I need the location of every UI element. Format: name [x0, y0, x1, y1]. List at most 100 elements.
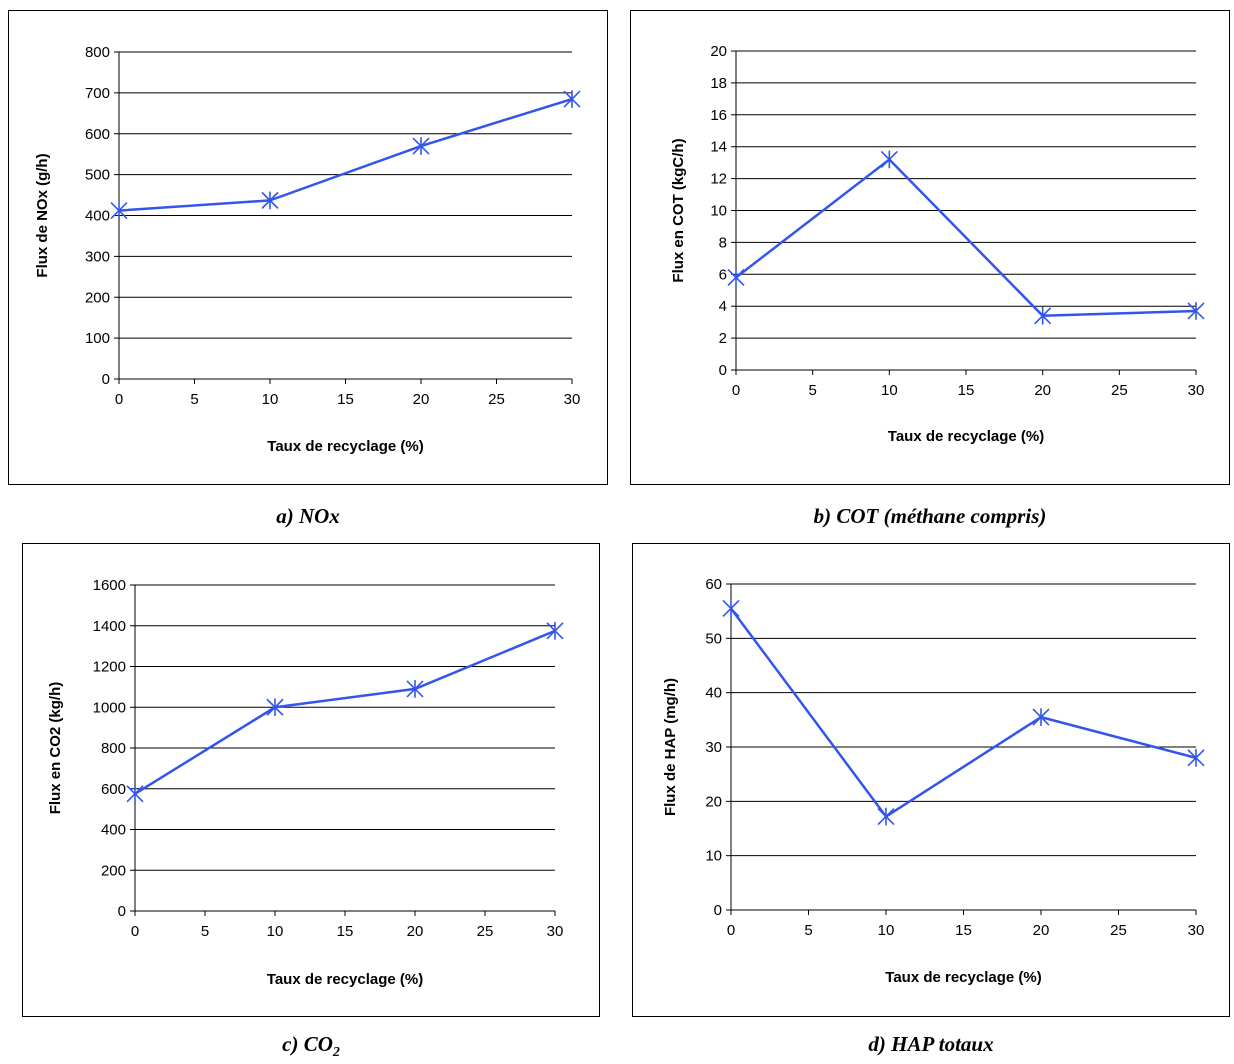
x-tick-label: 5 [201, 923, 209, 940]
data-point [546, 622, 564, 640]
y-tick-label: 100 [85, 330, 110, 347]
y-tick-label: 14 [710, 139, 727, 156]
y-axis-title: Flux de HAP (mg/h) [662, 678, 679, 816]
x-tick-label: 0 [732, 382, 740, 399]
x-tick-label: 20 [407, 923, 424, 940]
y-axis-title: Flux de NOx (g/h) [34, 153, 51, 277]
y-tick-label: 10 [705, 848, 722, 865]
data-point [880, 150, 898, 169]
x-tick-label: 10 [878, 922, 895, 939]
x-tick-label: 20 [413, 391, 430, 408]
y-tick-label: 0 [719, 362, 727, 379]
y-tick-label: 0 [714, 902, 722, 919]
y-tick-label: 200 [101, 862, 126, 879]
caption-cot: b) COT (méthane compris) [813, 504, 1047, 528]
y-tick-label: 0 [102, 371, 110, 388]
y-tick-label: 800 [101, 740, 126, 757]
data-point [1034, 306, 1052, 325]
x-tick-label: 30 [564, 391, 581, 408]
y-tick-label: 400 [85, 208, 110, 225]
y-tick-label: 18 [710, 75, 727, 92]
chart-panel-co2: 0 200 400 600 800 1000 1200 1400 1600 0 5 10 15 20 25 3… [22, 543, 600, 1017]
x-tick-label: 5 [804, 922, 812, 939]
y-tick-label: 4 [719, 298, 727, 315]
y-tick-label: 20 [705, 793, 722, 810]
y-tick-label: 400 [101, 822, 126, 839]
x-tick-label: 15 [955, 922, 972, 939]
series-line [729, 607, 1197, 818]
caption-nox: a) NOx [276, 504, 340, 528]
chart-panel-cot: 0 2 4 6 8 10 12 14 16 18 20 0 5 10 15 20 25 30 Taux de rec… [630, 10, 1230, 485]
y-tick-label: 16 [710, 107, 727, 124]
x-tick-label: 20 [1034, 382, 1051, 399]
y-tick-label: 600 [101, 781, 126, 798]
x-tick-label: 5 [808, 382, 816, 399]
x-axis-title: Taux de recyclage (%) [267, 971, 423, 988]
y-tick-label: 1600 [93, 577, 126, 594]
x-tick-label: 15 [958, 382, 975, 399]
caption-co2-main: c) CO [282, 1032, 333, 1056]
x-tick-label: 25 [488, 391, 505, 408]
y-tick-label: 600 [85, 126, 110, 143]
x-tick-label: 10 [267, 923, 284, 940]
data-point [727, 268, 745, 287]
data-point [1187, 302, 1205, 320]
x-tick-label: 0 [727, 922, 735, 939]
y-tick-label: 300 [85, 248, 110, 265]
series-line [118, 97, 573, 212]
caption-hap: d) HAP totaux [868, 1032, 994, 1056]
x-axis-title: Taux de recyclage (%) [885, 969, 1041, 986]
caption-co2-subscript: 2 [332, 1045, 340, 1061]
y-tick-label: 0 [118, 903, 126, 920]
y-tick-label: 200 [85, 289, 110, 306]
y-tick-label: 8 [719, 234, 727, 251]
data-point [412, 137, 430, 155]
chart-panel-nox: 0 100 200 300 400 500 600 700 800 0 5 10 15 20 25 30 Tau… [8, 10, 608, 485]
y-tick-label: 2 [719, 330, 727, 347]
y-tick-label: 60 [705, 576, 722, 593]
y-tick-label: 1400 [93, 618, 126, 635]
x-tick-label: 10 [881, 382, 898, 399]
y-tick-label: 700 [85, 85, 110, 102]
x-tick-label: 25 [477, 923, 494, 940]
series-line [134, 629, 556, 795]
data-point [110, 201, 128, 220]
x-tick-label: 0 [131, 923, 139, 940]
x-tick-label: 25 [1110, 922, 1127, 939]
x-axis-title: Taux de recyclage (%) [267, 438, 423, 455]
caption-co2: c) CO2 [22, 1032, 600, 1061]
data-point [563, 90, 581, 108]
y-tick-label: 800 [85, 44, 110, 61]
data-point [722, 599, 740, 618]
y-axis-title: Flux en COT (kgC/h) [670, 138, 687, 282]
x-tick-label: 30 [1188, 922, 1205, 939]
x-tick-label: 30 [547, 923, 564, 940]
x-tick-label: 30 [1188, 382, 1205, 399]
y-axis-title: Flux en CO2 (kg/h) [47, 682, 64, 815]
series-line [735, 158, 1197, 318]
x-tick-label: 15 [337, 391, 354, 408]
x-tick-label: 15 [337, 923, 354, 940]
data-point [126, 785, 144, 803]
y-tick-label: 1000 [93, 699, 126, 716]
data-point [1187, 749, 1205, 767]
y-tick-label: 500 [85, 167, 110, 184]
data-point [877, 807, 895, 826]
data-point [1032, 708, 1050, 726]
y-tick-label: 1200 [93, 659, 126, 676]
y-tick-label: 30 [705, 739, 722, 756]
x-axis-title: Taux de recyclage (%) [888, 428, 1044, 445]
y-tick-label: 20 [710, 43, 727, 60]
chart-co2: 0 200 400 600 800 1000 1200 1400 1600 0 5 10 15 20 25 3… [47, 577, 564, 988]
chart-nox: 0 100 200 300 400 500 600 700 800 0 5 10 15 20 25 30 Tau… [34, 44, 581, 455]
data-point [261, 191, 279, 210]
x-tick-label: 20 [1033, 922, 1050, 939]
y-tick-label: 10 [710, 203, 727, 220]
y-tick-label: 40 [705, 685, 722, 702]
y-tick-label: 6 [719, 266, 727, 283]
data-point [406, 680, 424, 698]
x-tick-label: 5 [190, 391, 198, 408]
chart-panel-hap: 0 10 20 30 40 50 60 0 5 10 15 20 25 30 Taux de recycla… [632, 543, 1230, 1017]
chart-cot: 0 2 4 6 8 10 12 14 16 18 20 0 5 10 15 20 25 30 Taux de rec… [670, 43, 1205, 445]
chart-hap: 0 10 20 30 40 50 60 0 5 10 15 20 25 30 Taux de recycla… [662, 576, 1205, 986]
